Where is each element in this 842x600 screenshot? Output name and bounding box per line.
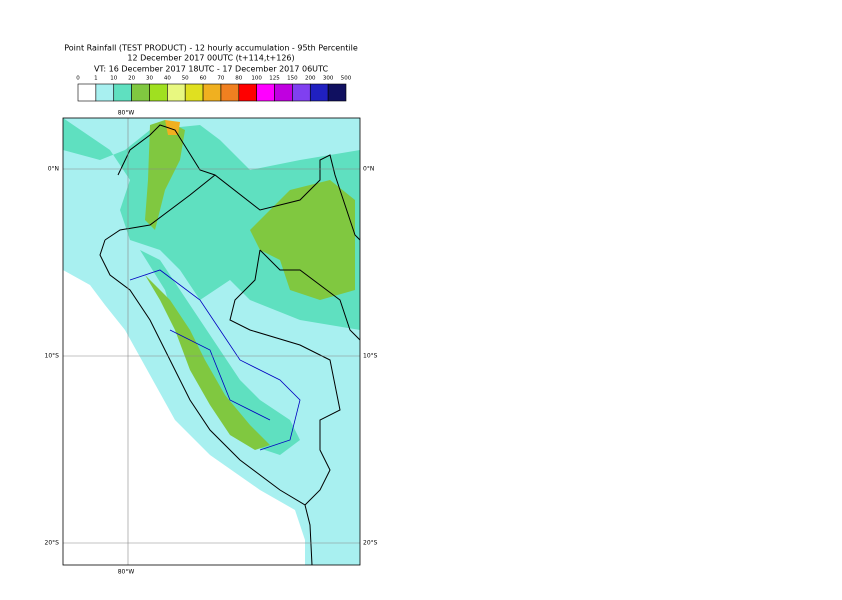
map-frame [62, 117, 361, 566]
map-labels: 80°W 80°W 0°N 0°N 10°S 10°S 20°S 20°S [45, 110, 378, 576]
rain-zone [140, 250, 300, 455]
legend-label: 30 [146, 76, 153, 82]
legend-label: 1 [94, 76, 98, 82]
legend: 0 1 10 20 30 40 50 60 70 80 100 125 150 200 300 500 [76, 76, 352, 102]
lon-label: 80°W [118, 569, 135, 576]
legend-label: 500 [341, 76, 352, 82]
legend-box [327, 83, 347, 102]
border [104, 124, 360, 506]
rain-zone [145, 120, 185, 230]
legend-box [95, 83, 115, 102]
legend-label: 60 [200, 76, 207, 82]
legend-label: 50 [182, 76, 189, 82]
lon-label: 80°W [118, 110, 135, 117]
title-line: VT: 16 December 2017 18UTC - 17 December… [94, 65, 328, 74]
legend-box [309, 83, 329, 102]
lat-label: 0°N [363, 166, 374, 173]
legend-label: 200 [305, 76, 316, 82]
lat-label: 10°S [363, 353, 378, 360]
legend-box [149, 83, 168, 102]
legend-label: 80 [235, 76, 242, 82]
region-border [129, 269, 301, 451]
legend-label: 40 [164, 76, 171, 82]
legend-box [202, 83, 222, 102]
map [62, 117, 361, 566]
title-line: Point Rainfall (TEST PRODUCT) - 12 hourl… [64, 44, 358, 53]
legend-label: 0 [76, 76, 80, 82]
lat-label: 10°S [45, 353, 60, 360]
legend-label: 125 [269, 76, 280, 82]
lat-label: 20°S [363, 540, 378, 547]
legend-box [238, 83, 257, 102]
legend-label: 20 [128, 76, 135, 82]
legend-box [220, 83, 240, 102]
legend-label: 150 [287, 76, 298, 82]
legend-label: 300 [323, 76, 334, 82]
legend-box [256, 83, 275, 102]
rain-zone [250, 180, 355, 300]
rain-zone [145, 275, 270, 450]
legend-box [292, 83, 311, 102]
legend-box [113, 83, 132, 102]
lat-label: 20°S [45, 540, 60, 547]
legend-box [131, 83, 150, 102]
legend-label: 70 [217, 76, 224, 82]
legend-box [167, 83, 186, 102]
legend-box [77, 83, 97, 102]
legend-label: 10 [110, 76, 117, 82]
lat-label: 0°N [48, 166, 59, 173]
legend-box [184, 83, 204, 102]
legend-label: 100 [251, 76, 262, 82]
title-line: 12 December 2017 00UTC (t+114,t+126) [127, 54, 294, 63]
legend-box [274, 83, 293, 102]
ocean [63, 270, 305, 565]
